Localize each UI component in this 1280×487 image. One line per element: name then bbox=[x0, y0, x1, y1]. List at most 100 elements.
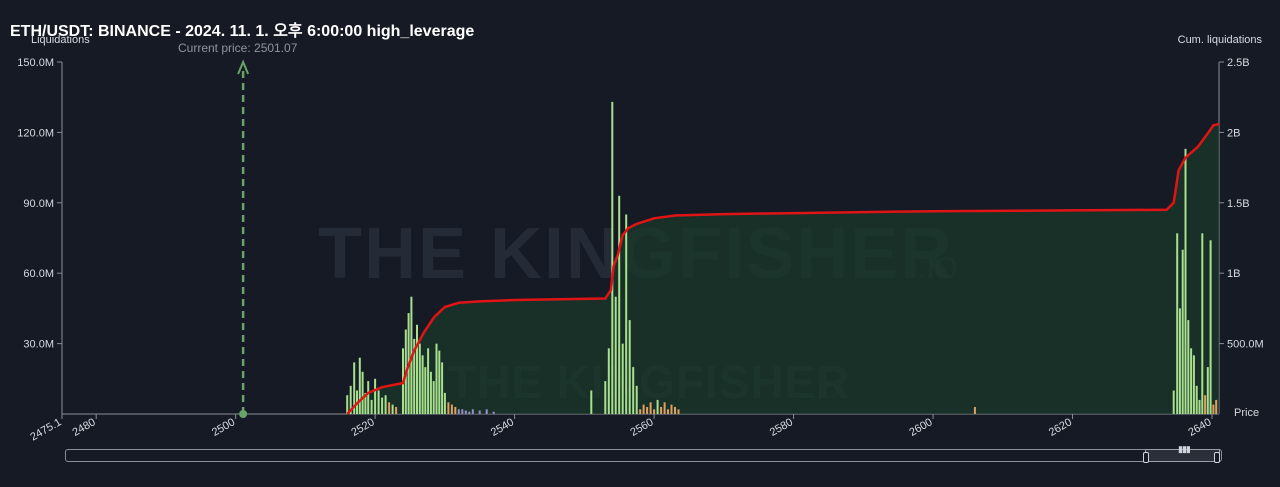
liquidation-bar bbox=[1184, 148, 1187, 415]
liquidation-bar bbox=[1212, 404, 1215, 414]
liquidation-bar bbox=[450, 404, 453, 414]
liquidation-bar bbox=[457, 409, 460, 414]
liquidation-bar bbox=[478, 410, 481, 414]
liquidation-bar bbox=[635, 385, 638, 414]
x-tick-label: 2480 bbox=[70, 416, 97, 439]
liquidation-bar bbox=[611, 101, 614, 415]
liquidation-bar bbox=[653, 409, 656, 414]
liquidation-bar bbox=[1190, 348, 1193, 414]
x-tick-label: 2475.1 bbox=[28, 416, 63, 443]
right-tick-label: 1.5B bbox=[1227, 198, 1250, 210]
liquidation-bar bbox=[384, 395, 387, 414]
liquidation-bar bbox=[1201, 233, 1204, 414]
right-tick-label: 1B bbox=[1227, 268, 1240, 280]
liquidation-bar bbox=[660, 407, 663, 414]
liquidation-bar bbox=[361, 371, 364, 414]
liquidation-bar bbox=[432, 381, 435, 414]
liquidation-bar bbox=[639, 409, 642, 414]
liquidation-bar bbox=[590, 390, 593, 414]
liquidation-bar bbox=[646, 407, 649, 414]
liquidation-bar bbox=[674, 407, 676, 414]
x-tick-label: 2640 bbox=[1186, 416, 1213, 439]
x-tick-label: 2520 bbox=[349, 416, 376, 439]
liquidation-bar bbox=[1198, 399, 1201, 414]
left-tick-label: 60.0M bbox=[23, 268, 54, 280]
liquidation-bar bbox=[447, 402, 450, 414]
liquidation-bar bbox=[391, 404, 394, 414]
liquidation-bar bbox=[370, 399, 373, 414]
left-tick-label: 90.0M bbox=[23, 198, 54, 210]
liquidation-bar bbox=[461, 409, 464, 414]
liquidation-bar bbox=[346, 395, 349, 414]
liquidation-bar bbox=[1204, 395, 1207, 414]
liquidation-bar bbox=[349, 385, 352, 414]
left-tick-label: 150.0M bbox=[17, 57, 54, 69]
right-tick-label: 500.0M bbox=[1227, 339, 1264, 351]
liquidation-bar bbox=[1181, 249, 1184, 414]
liquidation-bar bbox=[1215, 399, 1218, 414]
liquidation-bar bbox=[1192, 355, 1195, 414]
liquidation-bar bbox=[418, 343, 421, 414]
liquidation-bar bbox=[468, 411, 471, 414]
liquidation-bar bbox=[353, 362, 356, 414]
liquidation-bar bbox=[427, 348, 430, 414]
liquidation-bar bbox=[381, 397, 384, 414]
liquidation-bar bbox=[443, 392, 446, 414]
liquidation-bar bbox=[632, 367, 635, 414]
cumulative-area bbox=[347, 124, 1219, 414]
liquidation-bar bbox=[429, 371, 432, 414]
liquidation-bar bbox=[1209, 240, 1212, 414]
liquidation-bar bbox=[441, 362, 444, 414]
liquidation-bar bbox=[628, 320, 631, 414]
liquidation-bar bbox=[367, 381, 370, 414]
liquidation-bar bbox=[374, 378, 377, 414]
liquidation-bar bbox=[604, 381, 607, 414]
x-tick-label: 2540 bbox=[489, 416, 516, 439]
liquidation-bar bbox=[395, 407, 398, 414]
liquidation-bar bbox=[377, 390, 380, 414]
liquidation-bar bbox=[1176, 233, 1179, 414]
liquidation-bar bbox=[464, 410, 467, 414]
left-tick-label: 30.0M bbox=[23, 339, 54, 351]
right-axis-label: Cum. liquidations bbox=[1177, 34, 1262, 46]
range-handle-left[interactable] bbox=[1143, 452, 1149, 463]
current-price-marker bbox=[237, 59, 250, 418]
x-tick-label: 2500 bbox=[210, 416, 237, 439]
cumulative-line bbox=[346, 122, 1220, 415]
liquidation-bar bbox=[677, 409, 680, 414]
liquidation-bar bbox=[424, 367, 427, 414]
liquidation-bar bbox=[973, 407, 976, 414]
x-tick-label: 2580 bbox=[768, 416, 795, 439]
liquidation-bar bbox=[454, 407, 457, 414]
liquidation-bar bbox=[1195, 385, 1198, 414]
x-axis-label: Price bbox=[1234, 407, 1260, 419]
range-handle-right[interactable] bbox=[1214, 452, 1220, 463]
liquidation-bar bbox=[1206, 367, 1209, 414]
x-tick-label: 2600 bbox=[907, 416, 934, 439]
liquidation-bar bbox=[358, 357, 361, 414]
x-tick-label: 2560 bbox=[628, 416, 655, 439]
liquidation-bar bbox=[485, 409, 488, 414]
liquidation-bar bbox=[388, 402, 391, 414]
left-axis-label: Liquidations bbox=[31, 34, 90, 46]
range-scrollbar[interactable] bbox=[65, 449, 1222, 462]
liquidation-bar bbox=[642, 404, 645, 414]
liquidation-bar bbox=[663, 402, 666, 414]
liquidation-bar bbox=[421, 355, 424, 414]
liquidation-bar bbox=[1172, 390, 1175, 414]
liquidation-bar bbox=[416, 324, 418, 414]
liquidation-bar bbox=[492, 411, 495, 414]
grip-icon[interactable]: ▮▮▮ bbox=[1178, 444, 1191, 454]
arrow-up-icon bbox=[237, 59, 250, 75]
liquidation-bar bbox=[618, 195, 621, 414]
liquidation-bar bbox=[621, 343, 624, 414]
current-price-label: Current price: 2501.07 bbox=[178, 41, 298, 55]
chart-title: ETH/USDT: BINANCE - 2024. 11. 1. 오후 6:00… bbox=[10, 23, 475, 40]
liquidation-bar bbox=[1178, 308, 1181, 414]
current-price-dot bbox=[239, 410, 248, 418]
left-tick-label: 120.0M bbox=[17, 127, 54, 139]
liquidation-bar bbox=[656, 399, 659, 414]
liquidation-bar bbox=[625, 214, 628, 414]
liquidation-bar bbox=[1187, 320, 1190, 414]
x-axis: 2475.1 2480 2500 2520 2540 2560 2580 2600 2620 26… bbox=[28, 414, 1214, 443]
